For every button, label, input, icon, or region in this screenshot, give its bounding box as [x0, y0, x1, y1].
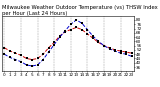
Text: Milwaukee Weather Outdoor Temperature (vs) THSW Index per Hour (Last 24 Hours): Milwaukee Weather Outdoor Temperature (v…: [2, 5, 157, 16]
